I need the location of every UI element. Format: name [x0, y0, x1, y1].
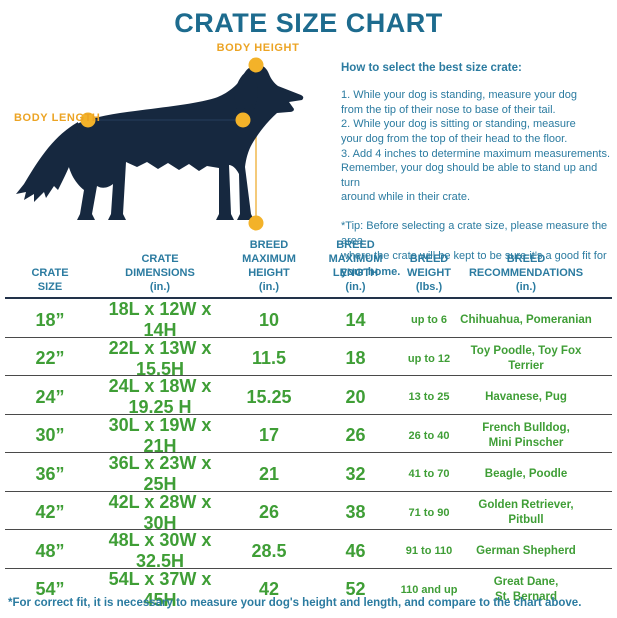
cell-dimensions: 48L x 30W x 32.5H	[108, 530, 212, 572]
cell-dimensions: 24L x 18W x 19.25 H	[108, 376, 212, 418]
cell-crate-size: 42”	[35, 502, 65, 523]
cell-max-height: 21	[258, 463, 280, 484]
header-crate-size: CRATE SIZE	[31, 267, 69, 294]
cell-max-length: 20	[345, 386, 366, 407]
table-header-row: CRATE SIZE CRATE DIMENSIONS (in.) BREED …	[5, 238, 612, 300]
cell-breeds: Toy Poodle, Toy Fox Terrier	[470, 345, 582, 372]
tail-base-dot	[80, 112, 96, 128]
tip-bold-text: your home.	[341, 265, 401, 278]
dog-silhouette	[66, 64, 304, 220]
dog-ear	[234, 70, 258, 115]
cell-max-height: 17	[258, 425, 280, 446]
cell-weight: up to 6	[410, 314, 448, 327]
cell-breeds: Chihuahua, Pomeranian	[460, 314, 592, 327]
table-row: 42” 42L x 28W x 30H 26 38 71 to 90 Golde…	[5, 490, 612, 533]
cell-breeds: German Shepherd	[476, 545, 576, 558]
table-row: 30” 30L x 19W x 21H 17 26 26 to 40 Frenc…	[5, 413, 612, 456]
cell-max-height: 15.25	[246, 386, 292, 407]
cell-weight: up to 12	[407, 352, 451, 365]
cell-crate-size: 48”	[35, 540, 65, 561]
body-height-label: BODY HEIGHT	[216, 42, 300, 54]
head-top-dot	[248, 57, 264, 73]
floor-dot	[248, 215, 264, 231]
dog-diagram-canvas	[16, 57, 304, 231]
cell-max-height: 42	[258, 579, 280, 600]
cell-weight: 110 and up	[400, 583, 458, 596]
cell-dimensions: 30L x 19W x 21H	[108, 414, 212, 456]
cell-dimensions: 22L x 13W x 15.5H	[108, 337, 212, 379]
cell-weight: 26 to 40	[408, 429, 450, 442]
cell-dimensions: 42L x 28W x 30H	[108, 491, 212, 533]
cell-breeds: Great Dane, St. Bernard	[493, 576, 559, 603]
cell-crate-size: 18”	[35, 309, 65, 330]
cell-max-height: 11.5	[251, 348, 287, 369]
table-row: 48” 48L x 30W x 32.5H 28.5 46 91 to 110 …	[5, 529, 612, 571]
cell-crate-size: 22”	[35, 348, 65, 369]
table-row: 36” 36L x 23W x 25H 21 32 41 to 70 Beagl…	[5, 452, 612, 494]
cell-dimensions: 18L x 12W x 14H	[108, 299, 212, 341]
how-to-select-panel: How to select the best size crate: 1. Wh…	[341, 62, 615, 280]
table-row: 24” 24L x 18W x 19.25 H 15.25 20 13 to 2…	[5, 375, 612, 417]
dog-tail	[16, 122, 79, 202]
cell-max-height: 26	[258, 502, 280, 523]
cell-max-length: 46	[345, 540, 366, 561]
header-breed-max-length: BREED MAXIMUM LENGTH (in.)	[328, 239, 383, 294]
header-breed-recommendations: BREED RECOMMENDATIONS (in.)	[468, 253, 584, 294]
header-breed-weight: BREED WEIGHT (lbs.)	[407, 253, 451, 294]
dog-measurement-diagram: BODY HEIGHT BODY LENGTH	[0, 38, 335, 238]
cell-crate-size: 30”	[35, 425, 65, 446]
cell-max-length: 32	[345, 463, 366, 484]
cell-dimensions: 36L x 23W x 25H	[108, 453, 212, 495]
body-length-label: BODY LENGTH	[14, 112, 101, 124]
instructions-steps: 1. While your dog is standing, measure y…	[341, 89, 611, 204]
cell-max-length: 14	[345, 309, 366, 330]
cell-max-height: 28.5	[251, 540, 287, 561]
cell-max-length: 18	[345, 348, 366, 369]
cell-weight: 13 to 25	[408, 391, 450, 404]
cell-breeds: Beagle, Poodle	[484, 468, 568, 481]
chest-dot	[235, 112, 251, 128]
cell-crate-size: 54”	[35, 579, 65, 600]
instructions-tip: *Tip: Before selecting a crate size, ple…	[341, 219, 615, 280]
cell-weight: 71 to 90	[408, 506, 450, 519]
cell-breeds: Golden Retriever, Pitbull	[478, 499, 574, 526]
cell-max-length: 38	[345, 502, 366, 523]
instructions-heading: How to select the best size crate:	[341, 62, 522, 74]
cell-dimensions: 54L x 37W x 45H	[108, 568, 212, 610]
fit-note: *For correct fit, it is necessary to mea…	[8, 597, 582, 609]
table-row: 18” 18L x 12W x 14H 10 14 up to 6 Chihua…	[5, 299, 612, 340]
header-crate-dimensions: CRATE DIMENSIONS (in.)	[125, 253, 195, 294]
cell-crate-size: 36”	[35, 463, 65, 484]
cell-max-length: 26	[345, 425, 366, 446]
cell-max-length: 52	[345, 579, 366, 600]
table-row: 22” 22L x 13W x 15.5H 11.5 18 up to 12 T…	[5, 336, 612, 379]
header-breed-max-height: BREED MAXIMUM HEIGHT (in.)	[242, 239, 296, 294]
table-row: 54” 54L x 37W x 45H 42 52 110 and up Gre…	[5, 567, 612, 610]
cell-breeds: French Bulldog, Mini Pinscher	[482, 422, 570, 449]
cell-breeds: Havanese, Pug	[485, 391, 567, 404]
tip-text: *Tip: Before selecting a crate size, ple…	[341, 220, 608, 263]
crate-size-table: CRATE SIZE CRATE DIMENSIONS (in.) BREED …	[5, 238, 612, 610]
cell-weight: 91 to 110	[405, 545, 453, 558]
cell-weight: 41 to 70	[408, 468, 450, 481]
cell-crate-size: 24”	[35, 386, 65, 407]
cell-max-height: 10	[258, 309, 280, 330]
page-title: CRATE SIZE CHART	[174, 8, 443, 38]
